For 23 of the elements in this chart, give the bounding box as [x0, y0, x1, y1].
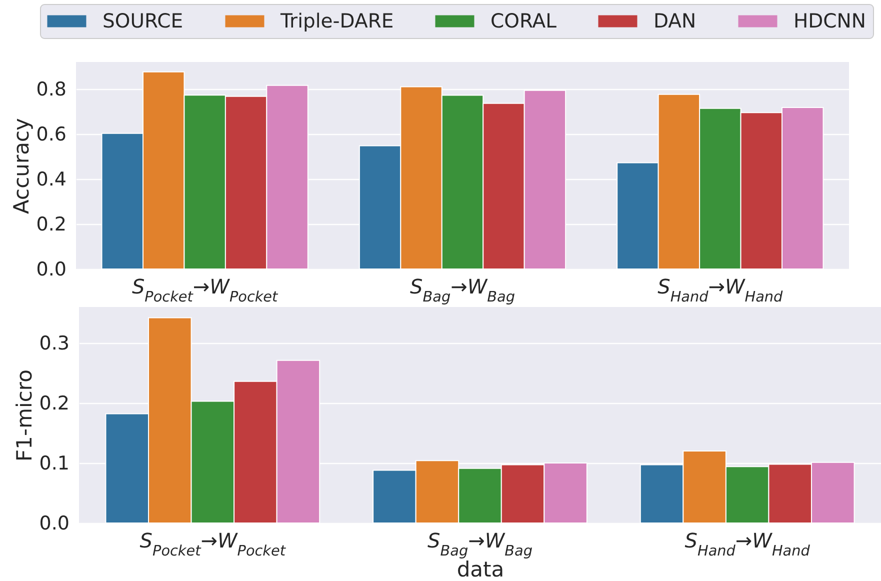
y-tick-label: 0.6: [36, 124, 66, 146]
y-tick-label: 0.1: [39, 452, 70, 474]
y-axis-title: F1-micro: [12, 370, 36, 462]
y-tick-label: 0.8: [36, 78, 66, 100]
y-tick-label: 0.0: [36, 258, 66, 280]
legend-label: Triple-DARE: [280, 9, 394, 32]
legend-label: SOURCE: [102, 9, 184, 32]
x-tick-label: S$_{Hand}$→W$_{Hand}$: [684, 528, 811, 560]
x-tick-label: S$_{Bag}$→W$_{Bag}$: [410, 274, 515, 306]
x-tick-label: S$_{Bag}$→W$_{Bag}$: [428, 528, 532, 560]
x-tick-label: S$_{Pocket}$→W$_{Pocket}$: [140, 528, 287, 560]
y-tick-label: 0.2: [36, 214, 66, 236]
y-axis-title: Accuracy: [9, 118, 34, 214]
legend-label: CORAL: [490, 9, 557, 32]
legend-label: DAN: [654, 9, 696, 32]
y-tick-label: 0.2: [39, 392, 70, 414]
x-axis-title: data: [456, 558, 504, 581]
y-tick-label: 0.0: [39, 512, 70, 534]
y-tick-label: 0.3: [39, 332, 70, 354]
x-tick-label: S$_{Hand}$→W$_{Hand}$: [658, 274, 784, 306]
x-tick-label: S$_{Pocket}$→W$_{Pocket}$: [132, 274, 280, 306]
y-tick-label: 0.4: [36, 168, 66, 190]
legend-label: HDCNN: [794, 9, 866, 32]
